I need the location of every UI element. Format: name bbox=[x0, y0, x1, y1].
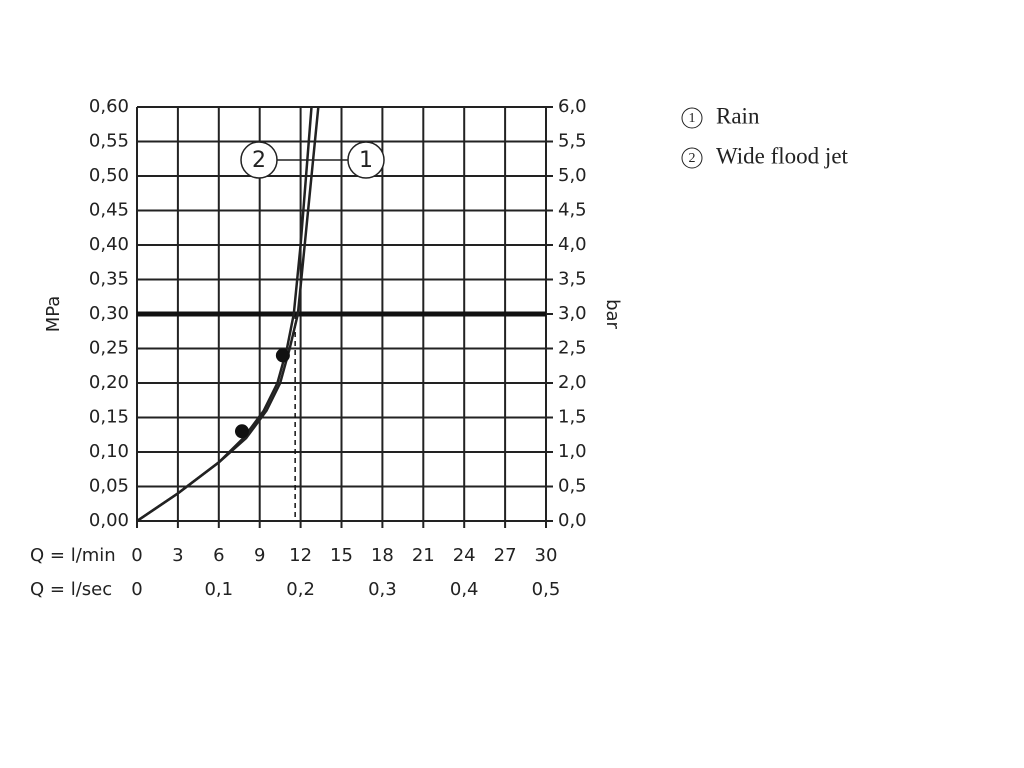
y2-tick-label: 5,5 bbox=[558, 131, 587, 152]
y-tick-label: 0,10 bbox=[89, 441, 129, 462]
y-tick-label: 0,35 bbox=[89, 269, 129, 290]
point bbox=[234, 424, 249, 439]
legend-circle bbox=[681, 147, 703, 169]
y-tick-label: 0,15 bbox=[89, 407, 129, 428]
y2-tick-label: 2,5 bbox=[558, 338, 587, 359]
y2-tick-label: 1,0 bbox=[558, 441, 587, 462]
x-tick-label: 27 bbox=[494, 545, 517, 566]
y2-tick-label: 3,5 bbox=[558, 269, 587, 290]
x-tick-label: 6 bbox=[213, 545, 224, 566]
point bbox=[275, 348, 290, 363]
x-tick-label: 21 bbox=[412, 545, 435, 566]
y-tick-label: 0,60 bbox=[89, 96, 129, 117]
x2-tick-label: 0,1 bbox=[204, 579, 233, 600]
x-tick-label: 9 bbox=[254, 545, 265, 566]
y-tick-label: 0,05 bbox=[89, 476, 129, 497]
y-tick-label: 0,30 bbox=[89, 303, 129, 324]
x2-axis-label: Q = l/sec bbox=[30, 579, 112, 600]
y2-tick-label: 5,0 bbox=[558, 165, 587, 186]
x2-tick-label: 0,3 bbox=[368, 579, 397, 600]
series-line bbox=[136, 106, 313, 523]
x-tick-label: 18 bbox=[371, 545, 394, 566]
legend-entry: Rain bbox=[716, 103, 760, 128]
callout-label: 1 bbox=[359, 148, 373, 173]
callout-circle bbox=[240, 141, 278, 179]
callout-circle bbox=[347, 141, 385, 179]
legend-entry: Wide flood jet bbox=[716, 143, 849, 168]
legend-number: 1 bbox=[689, 111, 696, 126]
y2-axis-label: bar bbox=[602, 299, 623, 329]
legend-number: 2 bbox=[689, 151, 696, 166]
y2-tick-label: 1,5 bbox=[558, 407, 587, 428]
callout-label: 2 bbox=[252, 148, 266, 173]
x-axis-label: Q = l/min bbox=[30, 545, 116, 566]
x2-tick-label: 0,4 bbox=[450, 579, 479, 600]
y-tick-label: 0,00 bbox=[89, 510, 129, 531]
x-tick-label: 0 bbox=[131, 545, 142, 566]
y-tick-label: 0,40 bbox=[89, 234, 129, 255]
x-tick-label: 30 bbox=[535, 545, 558, 566]
y-tick-label: 0,25 bbox=[89, 338, 129, 359]
legend: 1 Rain 2 Wide flood jet bbox=[681, 103, 849, 169]
y2-tick-label: 2,0 bbox=[558, 372, 587, 393]
x2-tick-label: 0,5 bbox=[532, 579, 561, 600]
y2-tick-label: 4,0 bbox=[558, 234, 587, 255]
x2-tick-label: 0,2 bbox=[286, 579, 315, 600]
y2-tick-label: 0,5 bbox=[558, 476, 587, 497]
x-tick-label: 24 bbox=[453, 545, 476, 566]
y-tick-label: 0,45 bbox=[89, 200, 129, 221]
y2-tick-label: 4,5 bbox=[558, 200, 587, 221]
y-axis-label: MPa bbox=[43, 296, 64, 333]
y2-tick-label: 3,0 bbox=[558, 303, 587, 324]
y2-tick-label: 0,0 bbox=[558, 510, 587, 531]
x-tick-label: 12 bbox=[289, 545, 312, 566]
y-tick-label: 0,55 bbox=[89, 131, 129, 152]
y-tick-label: 0,20 bbox=[89, 372, 129, 393]
x-tick-label: 15 bbox=[330, 545, 353, 566]
x-tick-label: 3 bbox=[172, 545, 183, 566]
x2-tick-label: 0 bbox=[131, 579, 142, 600]
y-tick-label: 0,50 bbox=[89, 165, 129, 186]
y2-tick-label: 6,0 bbox=[558, 96, 587, 117]
legend-circle bbox=[681, 107, 703, 129]
